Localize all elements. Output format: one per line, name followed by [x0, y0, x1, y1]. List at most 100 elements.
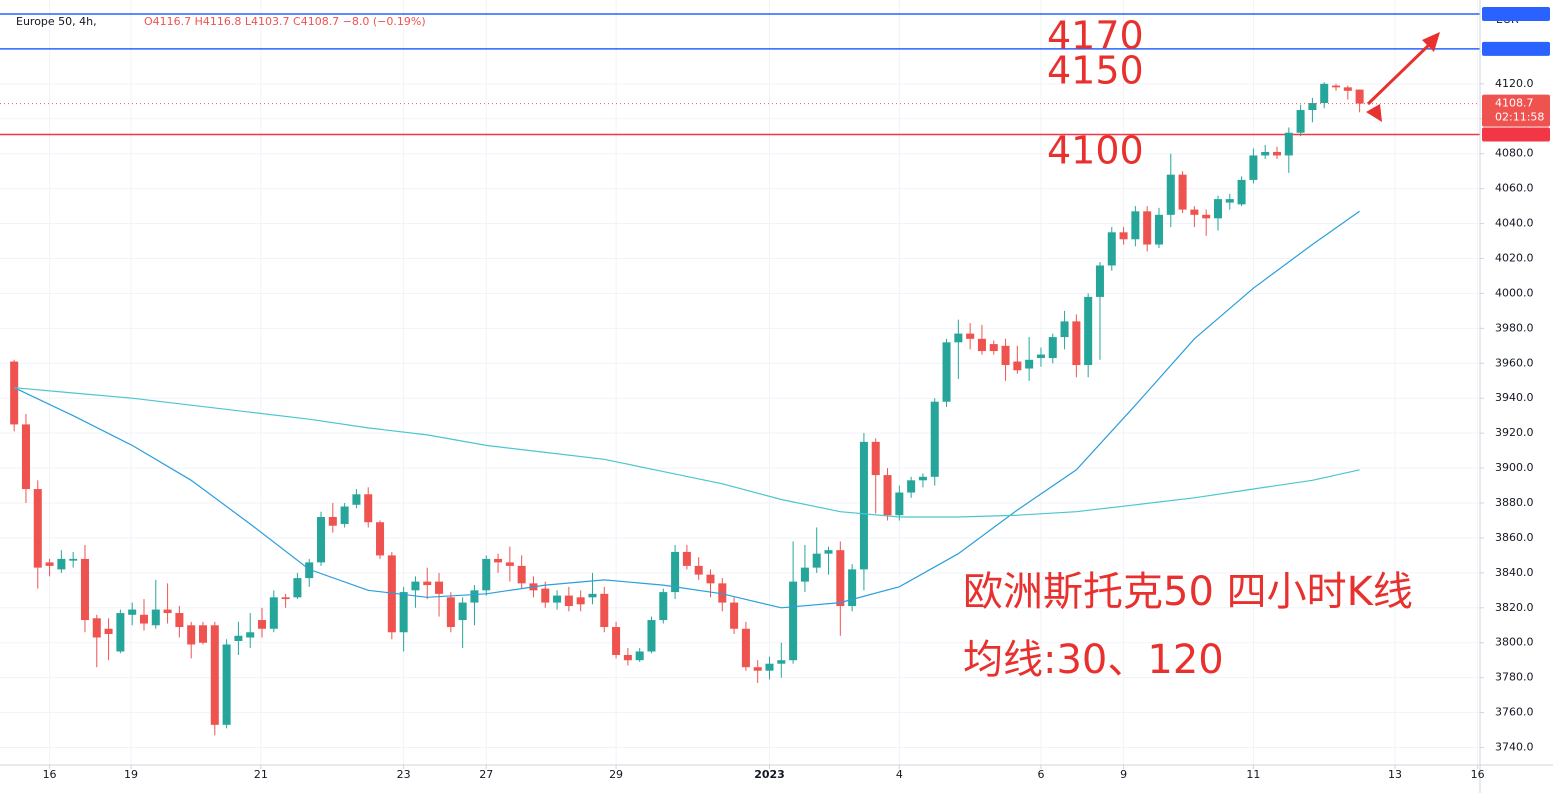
- candle-body: [1154, 214, 1163, 245]
- candle-body: [399, 592, 408, 633]
- last-price-tag: [1482, 94, 1550, 127]
- candle-body: [1237, 179, 1246, 205]
- candle-body: [1202, 214, 1211, 219]
- candle-body: [317, 516, 326, 563]
- moving-average: [13, 210, 1360, 609]
- candle-body: [1107, 232, 1116, 266]
- candle-body: [989, 344, 998, 352]
- moving-average: [14, 387, 1360, 518]
- y-tick-label: 3920.0: [1495, 426, 1534, 439]
- candle-body: [1213, 199, 1223, 219]
- candle-body: [954, 333, 963, 343]
- annotation: 4150: [1047, 49, 1144, 93]
- candle-body: [812, 553, 821, 568]
- candle-body: [257, 620, 267, 629]
- candle-body: [1355, 89, 1364, 104]
- arrow-head: [1366, 104, 1382, 122]
- candle-body: [800, 567, 809, 582]
- candle-body: [671, 551, 680, 593]
- candle-body: [33, 489, 42, 568]
- candle-body: [198, 625, 208, 643]
- candle-body: [635, 651, 644, 661]
- candle-body: [918, 476, 927, 481]
- candle-body: [1320, 83, 1329, 104]
- y-tick-label: 3840.0: [1495, 566, 1534, 579]
- candle-body: [104, 628, 113, 635]
- y-tick-label: 3780.0: [1495, 671, 1534, 684]
- candle-body: [1284, 132, 1293, 156]
- candle-body: [859, 441, 868, 570]
- candle-body: [210, 625, 219, 725]
- candle-body: [1131, 211, 1140, 240]
- arrow: [1366, 40, 1434, 106]
- candle-body: [458, 602, 467, 621]
- candle-body: [116, 613, 125, 652]
- candle-body: [505, 562, 514, 566]
- candle-body: [848, 569, 857, 607]
- y-tick-label: 3980.0: [1495, 321, 1534, 334]
- y-tick-label: 3740.0: [1495, 741, 1534, 754]
- candle-body: [553, 595, 562, 603]
- candle-body: [895, 492, 904, 516]
- candle-body: [824, 550, 833, 554]
- candle-body: [1001, 345, 1010, 366]
- candle-body: [517, 565, 526, 584]
- candle-body: [1308, 103, 1317, 111]
- annotation: 欧洲斯托克50 四小时K线: [963, 569, 1413, 615]
- x-tick-label: 29: [609, 768, 623, 781]
- candle-body: [340, 506, 349, 524]
- level-tag: [1482, 127, 1550, 142]
- candle-body: [682, 551, 691, 566]
- y-tick-label: 4080.0: [1495, 147, 1534, 160]
- candle-body: [446, 597, 455, 628]
- candle-body: [1343, 87, 1352, 91]
- candle-body: [494, 558, 503, 563]
- candle-body: [883, 475, 892, 516]
- candle-body: [1048, 337, 1057, 359]
- y-tick-label: 4000.0: [1495, 286, 1534, 299]
- y-tick-label: 3800.0: [1495, 636, 1534, 649]
- candle-body: [789, 581, 798, 661]
- candle-body: [92, 618, 101, 638]
- level-tag: [1482, 41, 1550, 56]
- candle-body: [1025, 359, 1034, 369]
- candle-body: [1084, 296, 1093, 366]
- y-tick-label: 3760.0: [1495, 706, 1534, 719]
- candle-body: [541, 588, 550, 603]
- candle-body: [765, 663, 774, 671]
- grid: [0, 0, 1480, 765]
- candle-body: [163, 609, 172, 614]
- candle-body: [600, 593, 609, 628]
- candle-body: [293, 578, 302, 598]
- candle-body: [1119, 232, 1128, 240]
- candle-body: [175, 613, 184, 628]
- ohlc-legend: O4116.7 H4116.8 L4103.7 C4108.7 −8.0 (−0…: [144, 15, 426, 28]
- candle-body: [1332, 85, 1341, 88]
- candle-body: [151, 609, 160, 626]
- candle-body: [1143, 211, 1152, 245]
- candle-body: [588, 593, 597, 598]
- candle-body: [305, 562, 314, 579]
- candle-body: [269, 597, 278, 629]
- candle-body: [576, 597, 585, 605]
- candle-body: [1225, 199, 1234, 203]
- x-tick-label: 2023: [754, 768, 785, 781]
- candle-body: [706, 574, 715, 584]
- candle-body: [1036, 354, 1045, 359]
- candle-body: [741, 628, 750, 668]
- candle-body: [966, 333, 975, 339]
- x-tick-label: 23: [397, 768, 411, 781]
- candle-body: [1060, 321, 1069, 338]
- candle-body: [1013, 361, 1022, 371]
- candle-body: [139, 614, 148, 624]
- candle-body: [80, 558, 89, 621]
- candle-body: [482, 558, 491, 591]
- y-tick-label: 3860.0: [1495, 531, 1534, 544]
- candle-body: [647, 620, 656, 652]
- candle-body: [694, 565, 703, 575]
- candle-body: [718, 583, 727, 603]
- arrows: [1366, 32, 1440, 122]
- candle-body: [69, 558, 78, 561]
- candle-body: [187, 625, 196, 645]
